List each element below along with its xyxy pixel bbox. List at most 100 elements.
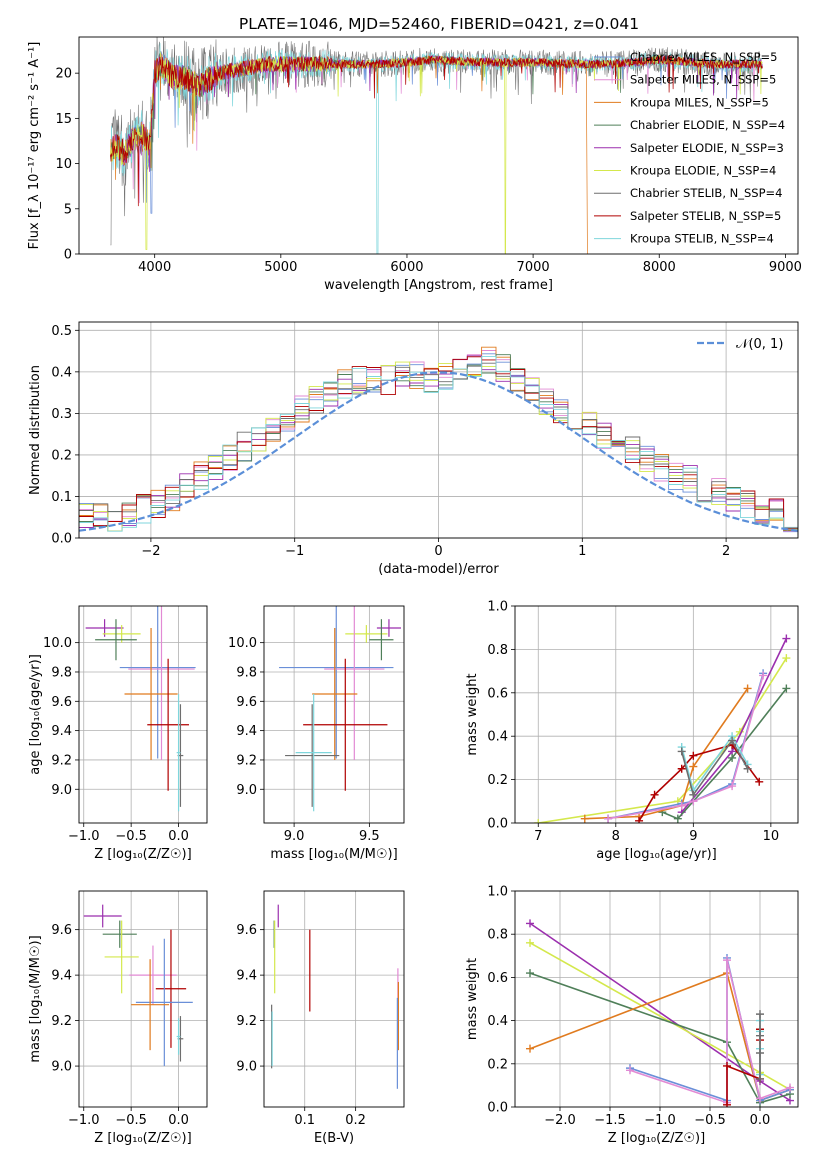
x-tick-label: 0.0	[750, 1113, 771, 1128]
y-tick-label: 0.0	[487, 817, 508, 832]
y-tick-label: 20	[55, 67, 72, 82]
x-tick-label: 6000	[390, 260, 423, 275]
x-tick-label: 9.0	[284, 829, 305, 844]
y-tick-label: 1.0	[487, 885, 508, 900]
x-tick-label: −1	[285, 544, 304, 559]
y-tick-label: 9.8	[236, 665, 257, 680]
x-tick-label: −0.5	[115, 1113, 147, 1128]
weight-marker	[677, 764, 686, 773]
errorbar-point	[147, 658, 189, 791]
weight-marker	[689, 790, 698, 799]
weight-line	[680, 734, 749, 793]
y-tick-label: 0.2	[487, 773, 508, 788]
x-tick-label: 4000	[138, 260, 171, 275]
y-tick-label: 9.6	[236, 923, 257, 938]
weight-line	[638, 743, 760, 822]
spectrum-lines	[110, 37, 763, 254]
panel-spectrum: 4000 5000 6000 7000 8000 9000 0 5 10 15 20 waveleng…	[27, 42, 802, 293]
weight-marker	[782, 684, 791, 693]
normal-curve	[79, 371, 798, 532]
x-tick-label: 2	[722, 544, 730, 559]
x-tick-label: 8000	[643, 260, 676, 275]
errorbar-point	[124, 627, 178, 760]
x-tick-label: −1.0	[68, 1113, 100, 1128]
weight-marker	[723, 1061, 731, 1070]
errorbars-mass_vs_ebv	[271, 904, 399, 1089]
weight-series	[626, 956, 794, 1107]
legend-label: Salpeter ELODIE, N_SSP=3	[630, 141, 784, 155]
x-tick-label: 0.0	[168, 829, 189, 844]
panel-mass_weight_vs_age: 7 8 9 10 0.0 0.2 0.4 0.6 0.8 1.0 age [log₁₀(age/yr…	[465, 600, 798, 862]
y-tick-label: 0.1	[51, 490, 72, 505]
weight-marker	[756, 1074, 764, 1083]
plot-frame	[78, 605, 208, 824]
weight-line	[680, 738, 749, 797]
weight-marker	[526, 1044, 534, 1053]
y-tick-label: 5	[64, 202, 72, 217]
y-tick-label: 9.0	[236, 783, 257, 798]
weight-series	[677, 736, 752, 799]
legend-label: Kroupa ELODIE, N_SSP=4	[630, 164, 776, 178]
x-tick-label: 10	[763, 829, 780, 844]
legend-label: Salpeter STELIB, N_SSP=5	[630, 209, 781, 223]
x-tick-label: 5000	[264, 260, 297, 275]
y-tick-label: 10	[55, 157, 72, 172]
y-axis-label: mass weight	[465, 958, 480, 1040]
y-tick-label: 0.4	[487, 1014, 508, 1029]
legend-label: Salpeter MILES, N_SSP=5	[630, 73, 776, 87]
weight-marker	[689, 762, 698, 771]
errorbar-point	[102, 920, 137, 948]
errorbar-point	[129, 945, 177, 1005]
y-tick-label: 0.2	[51, 448, 72, 463]
y-tick-label: 0.2	[487, 1057, 508, 1072]
weight-marker	[604, 814, 613, 823]
x-axis-label: Z [log₁₀(Z/Z☉)]	[94, 1131, 191, 1146]
weight-line	[538, 657, 788, 823]
panel-mass_weight_vs_Z: −2.0 −1.5 −1.0 −0.5 0.0 0.0 0.2 0.4 0.6 0.8 1.0 Z […	[465, 885, 798, 1146]
spectrum-series-line	[110, 54, 763, 207]
y-tick-label: 0.4	[487, 730, 508, 745]
y-tick-label: 0.5	[51, 324, 72, 339]
y-tick-label: 0.8	[487, 928, 508, 943]
y-tick-label: 0.0	[487, 1101, 508, 1116]
weight-series	[580, 684, 752, 823]
errorbars-mass_vs_Z	[83, 904, 193, 1067]
weights-mass_weight_vs_Z	[526, 919, 794, 1107]
x-tick-label: −0.5	[694, 1113, 726, 1128]
y-axis-label: mass [log₁₀(M/M☉)]	[28, 935, 43, 1062]
y-tick-label: 10.0	[228, 636, 257, 651]
weights-mass_weight_vs_age	[534, 634, 791, 823]
weight-series	[677, 732, 752, 795]
y-tick-label: 9.0	[236, 1060, 257, 1075]
weight-marker	[756, 1049, 764, 1057]
plot-frame	[263, 605, 405, 824]
y-axis-label: age [log₁₀(age/yr)]	[28, 654, 43, 775]
weight-marker	[580, 814, 589, 823]
y-tick-label: 9.4	[51, 969, 72, 984]
errorbar-point	[95, 619, 137, 661]
errorbar-point	[303, 658, 388, 791]
errorbar-point	[119, 606, 196, 759]
histogram-series	[79, 356, 798, 532]
weight-marker	[635, 816, 644, 823]
errorbar-point	[312, 627, 358, 760]
plot-frame	[514, 605, 799, 824]
weight-series	[534, 654, 791, 823]
panel-mass_vs_Z: −1.0 −0.5 0.0 9.0 9.2 9.4 9.6 Z [log₁₀(Z/Z☉)] ma…	[28, 891, 207, 1146]
weight-marker	[755, 777, 764, 786]
errorbar-point	[279, 606, 394, 759]
weight-marker	[526, 938, 534, 947]
x-tick-label: −0.5	[115, 829, 147, 844]
x-tick-label: 8	[612, 829, 620, 844]
y-tick-label: 0	[64, 248, 72, 263]
plot-frame	[78, 321, 799, 539]
y-axis-label: Flux [f_λ 10⁻¹⁷ erg cm⁻² s⁻¹ A⁻¹]	[27, 42, 42, 250]
weight-marker	[534, 819, 543, 823]
weight-series	[756, 1010, 764, 1083]
y-tick-label: 9.4	[236, 724, 257, 739]
weight-marker	[526, 969, 534, 978]
weight-marker	[728, 753, 737, 762]
x-tick-label: 0	[434, 544, 442, 559]
y-tick-label: 9.2	[236, 753, 257, 768]
errorbar-point	[345, 625, 388, 643]
